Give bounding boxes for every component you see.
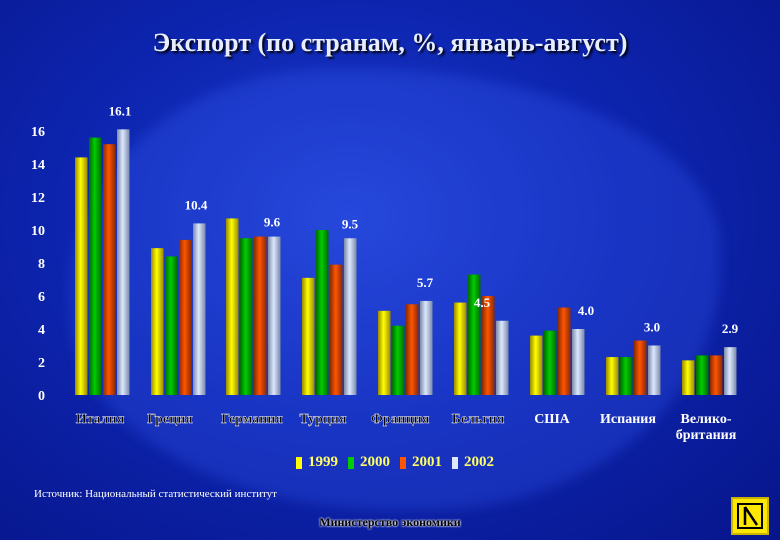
legend-label-2000: 2000 — [360, 454, 390, 470]
x-category-label: Италия — [76, 412, 125, 427]
data-label: 5.7 — [417, 275, 434, 290]
bar-2001-8 — [710, 355, 723, 395]
legend-label-2001: 2001 — [412, 454, 442, 470]
bar-2001-3 — [330, 264, 343, 395]
bar-2001-6 — [558, 307, 571, 395]
bar-2001-7 — [634, 340, 647, 395]
bar-2002-0 — [117, 129, 130, 395]
y-tick-label: 12 — [31, 191, 45, 206]
bar-2002-4 — [420, 300, 433, 395]
bar-1999-1 — [151, 248, 164, 395]
bar-2001-2 — [254, 236, 267, 395]
legend-swatch-2001 — [400, 456, 406, 469]
x-category-label: Германия — [221, 412, 283, 427]
y-tick-label: 16 — [31, 125, 45, 140]
data-label: 4.0 — [578, 303, 594, 318]
bar-2001-4 — [406, 304, 419, 395]
bar-1999-8 — [682, 360, 695, 395]
bar-2000-5 — [468, 274, 481, 395]
chart-title: Экспорт (по странам, %, январь-август) — [152, 28, 628, 57]
data-label: 3.0 — [644, 320, 660, 335]
data-label: 2.9 — [722, 321, 739, 336]
end-show-button[interactable] — [731, 497, 769, 535]
bar-2001-1 — [179, 239, 192, 395]
source-note: Источник: Национальный статистический ин… — [34, 488, 277, 500]
x-category-label: Турция — [299, 412, 347, 427]
legend-item-1999: 1999 — [296, 454, 338, 471]
y-tick-label: 0 — [38, 389, 45, 404]
bar-2001-5 — [482, 296, 495, 395]
bar-2000-0 — [89, 137, 102, 395]
background-map-shape — [70, 70, 720, 510]
x-category-label: Греция — [147, 412, 193, 427]
legend-item-2001: 2001 — [400, 454, 442, 471]
legend-label-1999: 1999 — [308, 454, 338, 470]
bar-2002-5 — [496, 320, 509, 395]
legend-label-2002: 2002 — [464, 454, 494, 470]
end-show-icon — [737, 503, 763, 529]
data-label: 10.4 — [185, 197, 208, 212]
bar-2002-6 — [572, 329, 585, 395]
bar-2000-1 — [165, 256, 178, 395]
bar-1999-6 — [530, 335, 543, 395]
y-tick-label: 10 — [31, 224, 45, 239]
footer-ministry: Министерство экономики — [319, 515, 461, 529]
x-category-label: Франция — [371, 412, 430, 427]
bar-1999-7 — [606, 357, 619, 395]
bar-2000-4 — [392, 325, 405, 395]
legend-swatch-1999 — [296, 456, 302, 469]
y-tick-label: 4 — [38, 323, 45, 338]
bar-1999-5 — [454, 302, 467, 395]
data-label: 9.5 — [342, 216, 359, 231]
bar-2001-0 — [103, 144, 116, 395]
bar-2000-2 — [240, 238, 253, 395]
legend-swatch-2002 — [452, 456, 458, 469]
bar-2002-3 — [344, 238, 357, 395]
bar-2000-6 — [544, 330, 557, 395]
bar-1999-4 — [378, 310, 391, 395]
legend-item-2002: 2002 — [452, 454, 494, 471]
bar-1999-3 — [302, 277, 315, 395]
x-category-label: Бельгия — [452, 412, 505, 427]
legend-item-2000: 2000 — [348, 454, 390, 471]
y-tick-label: 6 — [38, 290, 45, 305]
bar-1999-2 — [226, 218, 239, 395]
y-tick-label: 2 — [38, 356, 45, 371]
bar-2002-8 — [724, 347, 737, 395]
data-label: 16.1 — [109, 103, 132, 118]
x-category-label: Испания — [600, 412, 656, 427]
bar-2002-1 — [193, 223, 206, 395]
bar-2000-8 — [696, 355, 709, 395]
legend: 1999 2000 2001 2002 — [296, 454, 494, 471]
data-label: 4.5 — [474, 295, 491, 310]
x-category-label: США — [534, 412, 570, 427]
y-tick-label: 14 — [31, 158, 45, 173]
data-label: 9.6 — [264, 215, 281, 230]
bar-1999-0 — [75, 157, 88, 395]
bar-2002-7 — [648, 345, 661, 395]
legend-swatch-2000 — [348, 456, 354, 469]
y-tick-label: 8 — [38, 257, 45, 272]
bar-2002-2 — [268, 236, 281, 395]
x-category-label: Велико-британия — [676, 412, 737, 443]
bar-2000-3 — [316, 230, 329, 395]
bar-2000-7 — [620, 357, 633, 395]
